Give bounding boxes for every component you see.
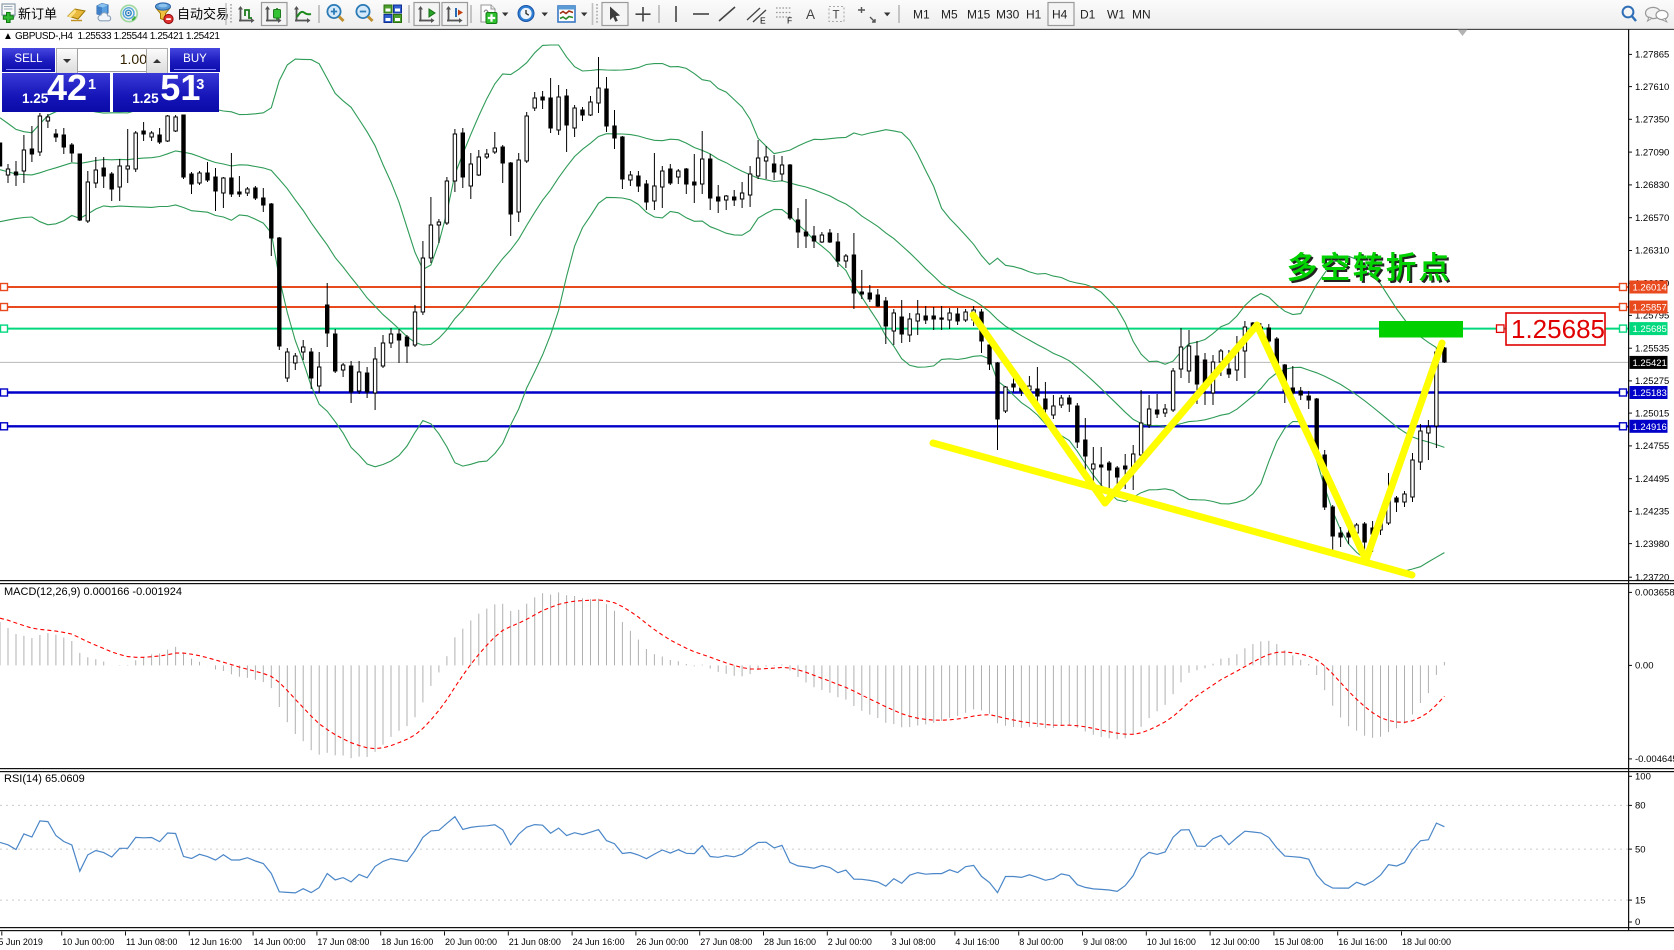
svg-text:18 Jun 16:00: 18 Jun 16:00 [381, 937, 433, 947]
svg-text:11 Jun 08:00: 11 Jun 08:00 [126, 937, 177, 947]
svg-text:A: A [806, 7, 815, 22]
svg-text:1.26014: 1.26014 [1633, 283, 1667, 294]
svg-text:1.25535: 1.25535 [1635, 343, 1669, 354]
svg-text:W1: W1 [1107, 8, 1125, 22]
svg-text:15 Jul 08:00: 15 Jul 08:00 [1274, 937, 1323, 947]
svg-text:M1: M1 [913, 8, 930, 22]
svg-text:自动交易: 自动交易 [177, 7, 229, 22]
svg-text:1.24495: 1.24495 [1635, 474, 1669, 485]
svg-text:26 Jun 00:00: 26 Jun 00:00 [636, 937, 688, 947]
svg-text:1.24235: 1.24235 [1635, 507, 1669, 518]
svg-text:3 Jul 08:00: 3 Jul 08:00 [892, 937, 936, 947]
svg-text:1.25275: 1.25275 [1635, 376, 1669, 387]
svg-text:1.25685: 1.25685 [1511, 314, 1605, 344]
svg-text:1.25015: 1.25015 [1635, 408, 1669, 419]
svg-text:1.24916: 1.24916 [1633, 422, 1667, 433]
svg-text:1.26310: 1.26310 [1635, 246, 1669, 257]
svg-text:21 Jun 08:00: 21 Jun 08:00 [509, 937, 561, 947]
svg-text:0: 0 [1635, 917, 1640, 928]
svg-text:12 Jun 16:00: 12 Jun 16:00 [190, 937, 242, 947]
svg-text:D1: D1 [1080, 8, 1096, 22]
svg-text:1.26570: 1.26570 [1635, 213, 1669, 224]
svg-text:-0.004645: -0.004645 [1635, 754, 1674, 765]
svg-text:18 Jul 00:00: 18 Jul 00:00 [1402, 937, 1451, 947]
svg-text:20 Jun 00:00: 20 Jun 00:00 [445, 937, 497, 947]
svg-text:1.23720: 1.23720 [1635, 572, 1669, 583]
svg-text:F: F [787, 16, 792, 26]
svg-text:9 Jul 08:00: 9 Jul 08:00 [1083, 937, 1127, 947]
svg-text:T: T [833, 10, 840, 22]
svg-text:14 Jun 00:00: 14 Jun 00:00 [254, 937, 306, 947]
svg-text:1.27610: 1.27610 [1635, 82, 1669, 93]
svg-text:新订单: 新订单 [18, 7, 57, 22]
svg-text:100: 100 [1635, 772, 1651, 783]
svg-text:4 Jul 16:00: 4 Jul 16:00 [955, 937, 999, 947]
svg-text:M5: M5 [941, 8, 958, 22]
svg-text:2 Jul 00:00: 2 Jul 00:00 [828, 937, 872, 947]
svg-text:1.25685: 1.25685 [1633, 324, 1667, 335]
svg-text:0.00: 0.00 [1635, 661, 1654, 672]
svg-text:17 Jun 08:00: 17 Jun 08:00 [317, 937, 369, 947]
svg-text:1.25183: 1.25183 [1633, 388, 1667, 399]
svg-text:5 Jun 2019: 5 Jun 2019 [0, 937, 43, 947]
svg-text:80: 80 [1635, 801, 1646, 812]
svg-text:1.27350: 1.27350 [1635, 115, 1669, 126]
svg-text:50: 50 [1635, 844, 1646, 855]
svg-text:0.003658: 0.003658 [1635, 588, 1674, 599]
svg-text:15: 15 [1635, 895, 1646, 906]
svg-text:1.27090: 1.27090 [1635, 147, 1669, 158]
svg-text:1.27865: 1.27865 [1635, 50, 1669, 61]
svg-text:多空转折点: 多空转折点 [1287, 252, 1452, 285]
svg-text:H1: H1 [1026, 8, 1042, 22]
svg-text:24 Jun 16:00: 24 Jun 16:00 [573, 937, 625, 947]
svg-text:10 Jun 00:00: 10 Jun 00:00 [62, 937, 114, 947]
svg-text:10 Jul 16:00: 10 Jul 16:00 [1147, 937, 1196, 947]
svg-text:16 Jul 16:00: 16 Jul 16:00 [1338, 937, 1387, 947]
svg-text:1.25795: 1.25795 [1635, 311, 1669, 322]
svg-text:1.24755: 1.24755 [1635, 441, 1669, 452]
svg-text:1.25421: 1.25421 [1633, 358, 1667, 369]
svg-text:28 Jun 16:00: 28 Jun 16:00 [764, 937, 816, 947]
svg-text:8 Jul 00:00: 8 Jul 00:00 [1019, 937, 1063, 947]
svg-text:1.25857: 1.25857 [1633, 303, 1667, 314]
svg-text:12 Jul 00:00: 12 Jul 00:00 [1211, 937, 1260, 947]
svg-text:M30: M30 [996, 8, 1020, 22]
svg-text:1.23980: 1.23980 [1635, 539, 1669, 550]
svg-text:M15: M15 [967, 8, 991, 22]
svg-text:27 Jun 08:00: 27 Jun 08:00 [700, 937, 752, 947]
svg-text:1.26830: 1.26830 [1635, 180, 1669, 191]
svg-text:MN: MN [1132, 8, 1151, 22]
svg-text:E: E [760, 16, 766, 26]
svg-text:H4: H4 [1052, 8, 1068, 22]
